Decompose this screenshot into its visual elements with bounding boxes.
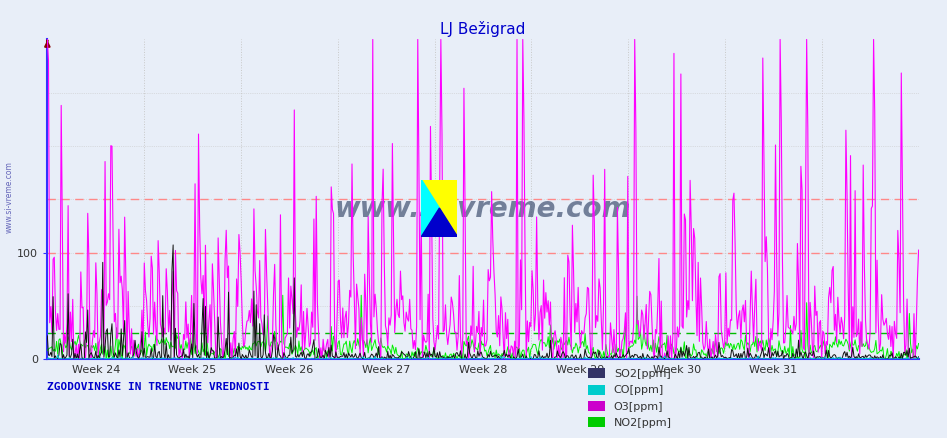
Text: www.si-vreme.com: www.si-vreme.com [5,161,14,233]
Title: LJ Bežigrad: LJ Bežigrad [440,21,526,37]
Polygon shape [421,208,457,237]
Legend: SO2[ppm], CO[ppm], O3[ppm], NO2[ppm]: SO2[ppm], CO[ppm], O3[ppm], NO2[ppm] [584,364,676,432]
Text: www.si-vreme.com: www.si-vreme.com [334,195,632,223]
Text: ZGODOVINSKE IN TRENUTNE VREDNOSTI: ZGODOVINSKE IN TRENUTNE VREDNOSTI [47,382,270,392]
Polygon shape [421,180,457,237]
Polygon shape [421,180,439,237]
